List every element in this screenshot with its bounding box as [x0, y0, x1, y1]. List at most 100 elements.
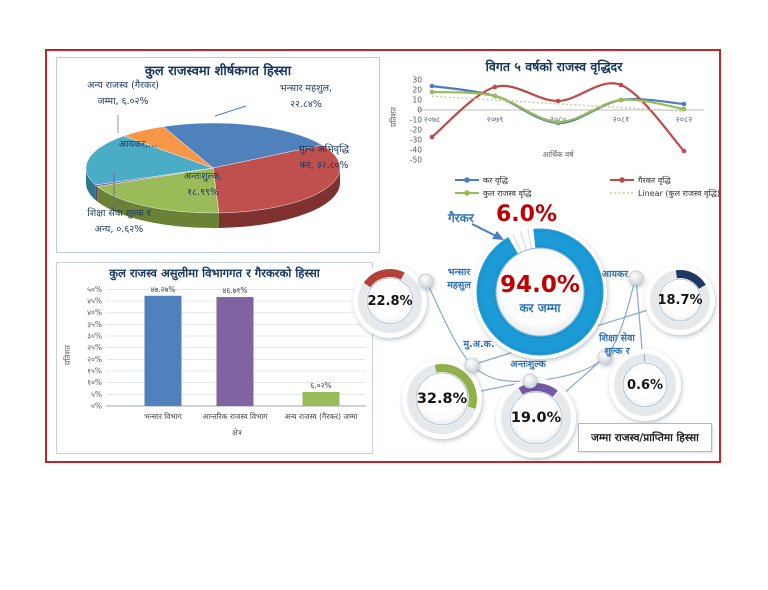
- bar-value-label: ६.०२%: [310, 381, 331, 390]
- y-tick-label: 0: [417, 106, 422, 115]
- y-tick-label: १०%: [87, 378, 102, 387]
- y-tick-label: ५०%: [87, 285, 102, 294]
- y-tick-label: 30: [412, 76, 422, 85]
- bar-value-label: ४७.२७%: [150, 285, 175, 294]
- pie-label-other-revenue: अन्य राजस्व (गैरकर) जम्मा, ६.०२%: [87, 80, 159, 107]
- line-chart-panel: विगत ५ वर्षको राजस्व वृद्धिदर 30 20 10 0 -10…: [388, 55, 720, 210]
- infographic-footer-box: जम्मा राजस्व/प्राप्तिमा हिस्सा: [578, 423, 712, 452]
- category-label: आन्तरिक राजस्व विभाग: [202, 412, 268, 421]
- satellite-label: अन्तःशुल्क: [510, 359, 546, 370]
- y-axis-title: प्रतिशत: [389, 106, 398, 127]
- data-point: [429, 89, 435, 95]
- x-axis-title: आर्थिक वर्ष: [542, 150, 574, 159]
- line-chart-title: विगत ५ वर्षको राजस्व वृद्धिदर: [485, 59, 623, 74]
- bar-value-label: ४६.७१%: [222, 286, 247, 295]
- connector-ball: [597, 349, 613, 365]
- y-tick-label: ३०%: [87, 332, 102, 341]
- category-label: भन्सार विभाग: [144, 412, 182, 421]
- data-point: [429, 134, 435, 140]
- connector-ball: [418, 273, 434, 289]
- x-axis-title: क्षेत्र: [232, 428, 242, 437]
- pie-label-education-fee: शिक्षा सेवा शुल्क र अन्य, ०.६२%: [87, 208, 151, 235]
- y-tick-label: -30: [410, 136, 422, 145]
- satellite-donut: 18.7%: [645, 265, 715, 335]
- y-tick-label: -50: [410, 156, 422, 165]
- connector-ball: [628, 270, 644, 286]
- y-tick-label: ५%: [91, 390, 102, 399]
- data-point: [618, 97, 624, 103]
- y-tick-label: ३५%: [87, 320, 102, 329]
- data-point: [618, 82, 624, 88]
- legend-label: कुल राजस्व वृद्धि: [483, 188, 532, 199]
- bar: [144, 295, 182, 406]
- y-tick-label: २५%: [87, 343, 102, 352]
- nontax-label: गैरकर: [448, 211, 474, 225]
- x-tick-label: २०७८: [424, 115, 441, 124]
- pie-slice-side: [86, 168, 96, 200]
- data-point: [555, 98, 561, 104]
- y-tick-label: -20: [410, 126, 422, 135]
- legend-dot: [619, 177, 625, 183]
- pie-slice-side: [95, 184, 98, 202]
- satellite-label: भन्सार महसुल: [447, 267, 471, 291]
- satellite-arc: [675, 270, 706, 289]
- central-donut: [473, 225, 607, 359]
- x-tick-label: २०८०: [550, 115, 567, 124]
- satellite-label: शिक्षा सेवा शुल्क र: [599, 333, 635, 357]
- satellite-donut: 22.8%: [353, 264, 427, 338]
- pie-slice: [96, 167, 220, 214]
- pie-slice: [123, 126, 214, 169]
- satellite-value: 0.6%: [627, 378, 663, 393]
- satellite-donut: 0.6%: [609, 349, 681, 421]
- data-point: [681, 148, 687, 154]
- satellite-value: 32.8%: [417, 391, 468, 407]
- y-tick-label: -10: [410, 116, 422, 125]
- pie-label-excise: अन्तःशुल्क, १८.९९%: [183, 171, 223, 198]
- satellite-arc: [518, 383, 558, 397]
- pie-chart: [85, 105, 341, 229]
- satellite-value: 22.8%: [367, 294, 412, 309]
- pie-label-customs: भन्सार महशुल, २२.८४%: [279, 83, 333, 110]
- y-tick-label: 20: [412, 86, 422, 95]
- legend-dot: [464, 190, 470, 196]
- legend-label: गैरकर वृद्धि: [638, 175, 671, 186]
- data-point: [681, 106, 687, 112]
- satellite-value: 19.0%: [511, 410, 562, 426]
- donut-infographic: 22.8% 18.7% 32.8% 19.0% 0.6% गैरकर 6.0% 94.0…: [352, 200, 720, 462]
- connector-ball: [464, 357, 480, 373]
- bar: [302, 391, 340, 406]
- y-tick-label: -40: [410, 146, 422, 155]
- pie-leader-line: [214, 105, 247, 117]
- x-tick-label: २०८२: [676, 115, 693, 124]
- pie-slice-side: [97, 186, 219, 229]
- satellite-label: आयकर: [601, 269, 629, 280]
- x-tick-label: २०७९: [487, 115, 504, 124]
- pie-chart-title: कुल राजस्वमा शीर्षकगत हिस्सा: [144, 64, 292, 79]
- satellite-value: 18.7%: [657, 293, 702, 308]
- connector-ball: [522, 373, 538, 389]
- pie-label-income-tax: आयकर,...: [118, 139, 158, 150]
- data-point: [429, 83, 435, 89]
- satellite-donut: 32.8%: [402, 359, 482, 439]
- nontax-arrow: [471, 223, 499, 238]
- data-point: [492, 93, 498, 99]
- satellite-label: मु.अ.क.: [463, 339, 495, 350]
- trendline: [431, 95, 685, 113]
- pie-slice: [85, 135, 214, 186]
- y-tick-label: १५%: [87, 367, 102, 376]
- bar-chart-title: कुल राजस्व असुलीमा विभागगत र गैरकरको हिस…: [109, 266, 320, 280]
- pie-chart-panel: कुल राजस्वमा शीर्षकगत हिस्सा अन्य राजस्व…: [56, 57, 380, 253]
- legend-label: कर वृद्धि: [483, 175, 508, 186]
- y-axis-title: प्रतिशत: [63, 344, 72, 365]
- x-tick-label: २०८१: [613, 115, 630, 124]
- pie-slice-side: [218, 168, 340, 228]
- donut-infographic-graphic: 22.8% 18.7% 32.8% 19.0% 0.6%: [353, 223, 715, 458]
- dashboard-frame: [45, 49, 721, 463]
- bar-chart-panel: कुल राजस्व असुलीमा विभागगत र गैरकरको हिस…: [56, 262, 373, 454]
- data-point: [555, 119, 561, 125]
- y-tick-label: 10: [412, 96, 422, 105]
- pie-slice: [212, 144, 341, 214]
- y-tick-label: ४५%: [87, 297, 102, 306]
